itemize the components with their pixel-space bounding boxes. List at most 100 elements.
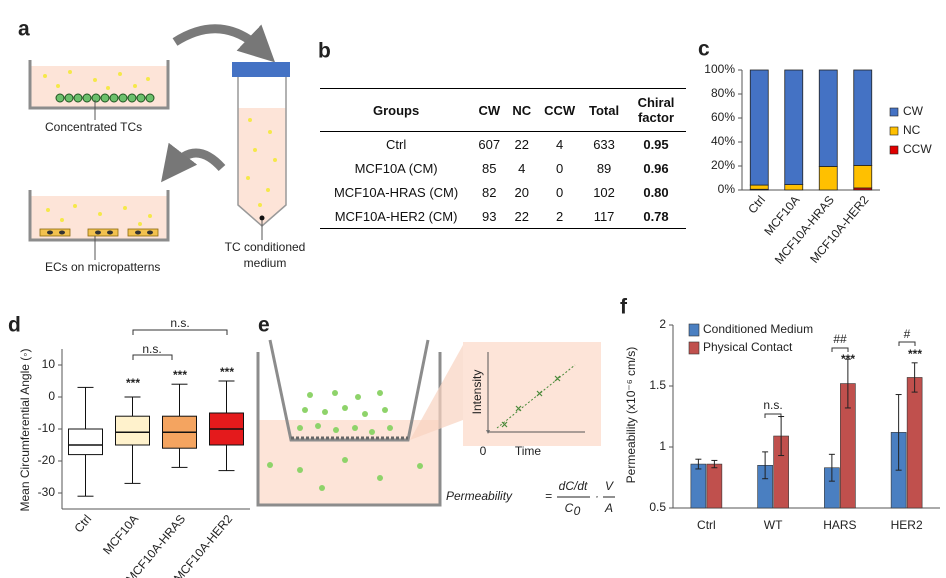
annotation: ##: [833, 332, 847, 346]
table-cell: 4: [518, 160, 526, 176]
header-cell: CW: [472, 88, 507, 132]
table-cell: 0.96: [643, 160, 669, 176]
annotation: n.s.: [763, 398, 782, 412]
y-tick-label: 1: [659, 439, 666, 453]
annotation: n.s.: [142, 342, 161, 356]
table-cell: MCF10A-HER2 (CM): [320, 204, 473, 229]
table-cell: 0.95: [643, 136, 669, 152]
panel-label: d: [8, 314, 21, 337]
table-cell: 607: [478, 136, 501, 152]
y-tick-label: 60%: [711, 110, 735, 124]
table-cell: 22: [514, 136, 530, 152]
table-cell: 82: [482, 184, 497, 200]
bar-segment: [818, 166, 838, 191]
formula-name: Permeability: [446, 489, 513, 503]
table-cell: 0: [556, 160, 564, 176]
table-cell: 93: [472, 204, 507, 229]
bar: [690, 463, 707, 509]
bar-segment: [784, 69, 804, 185]
formula-part: A: [604, 501, 613, 515]
diagram-label: Concentrated TCs: [45, 120, 142, 134]
legend-label: Physical Contact: [703, 340, 793, 354]
annotation: #: [904, 327, 911, 341]
header-cell: Chiral factor: [626, 88, 686, 132]
x-tick-label: WT: [764, 518, 783, 532]
formula-part: C: [565, 501, 574, 515]
formula-part: dC/dt: [559, 479, 588, 493]
bar-segment: [853, 69, 873, 166]
results-table: Groups CW NC CCW Total Chiral factor Ctrl 607 22…: [320, 88, 686, 229]
annotation: ***: [908, 347, 922, 361]
y-tick-label: 100%: [704, 62, 735, 76]
y-tick-label: 0: [48, 389, 55, 403]
y-tick-label: 20%: [711, 158, 735, 172]
legend-swatch: [889, 145, 899, 155]
bar-segment: [749, 184, 769, 190]
formula-part: V: [605, 479, 614, 493]
y-tick-label: 80%: [711, 86, 735, 100]
x-tick-label: HARS: [823, 518, 856, 532]
panel-label: e: [258, 314, 270, 337]
x-tick-label: Ctrl: [72, 512, 95, 535]
header-cell: CCW: [537, 88, 583, 132]
table-cell: MCF10A-HRAS (CM): [333, 184, 459, 200]
table-cell: 20: [514, 184, 530, 200]
y-axis-label: Permeability (x10⁻⁶ cm/s): [624, 347, 638, 484]
y-tick-label: -20: [38, 453, 56, 467]
table-cell: 2: [537, 204, 583, 229]
table-cell: 0: [556, 184, 564, 200]
table-cell: 0.80: [643, 184, 669, 200]
y-tick-label: 0.5: [649, 500, 666, 514]
annotation: ***: [220, 365, 234, 379]
x-tick-label: Ctrl: [745, 193, 768, 216]
y-tick-label: -30: [38, 485, 56, 499]
panel-label: f: [620, 296, 628, 319]
box: [68, 428, 103, 456]
formula: Permeability = dC/dt C 0 · V A: [446, 479, 615, 518]
diagram-label: ECs on micropatterns: [45, 260, 160, 274]
box-annotations: n.s. n.s. *** *** ***: [126, 316, 234, 390]
formula-part: 0: [574, 504, 581, 518]
bar-segment: [784, 184, 804, 191]
table-cell: 633: [593, 136, 615, 152]
y-axis-label: Mean Circumferential Angle (◦): [18, 349, 32, 512]
diagram-a: Concentrated TCs TC conditioned medium E…: [28, 24, 306, 274]
inset-origin: 0: [480, 444, 487, 458]
table-cell: 89: [596, 160, 612, 176]
annotation: n.s.: [170, 316, 189, 330]
table-row: MCF10A (CM) 85 4 0 89 0.96: [320, 156, 686, 180]
box: [115, 415, 150, 446]
y-tick-label: 1.5: [649, 378, 666, 392]
legend-label: Conditioned Medium: [703, 322, 813, 336]
table-cell: Ctrl: [385, 136, 407, 152]
annotation: ***: [126, 376, 140, 390]
y-tick-label: 10: [42, 357, 56, 371]
legend-swatch: [688, 323, 700, 337]
header-cell: Groups: [320, 88, 473, 132]
diagram-label: TC conditioned: [225, 240, 306, 254]
table-row: MCF10A-HER2 (CM) 93 22 2 117 0.78: [320, 204, 686, 229]
table-cell: 85: [482, 160, 497, 176]
y-tick-label: -10: [38, 421, 56, 435]
x-tick-label: MCF10A: [100, 512, 141, 557]
legend-swatch: [688, 341, 700, 355]
legend-label: NC: [903, 123, 921, 137]
bar: [906, 377, 923, 509]
legend-swatch: [889, 107, 899, 117]
table-cell: MCF10A (CM): [354, 160, 438, 176]
legend-label: CCW: [903, 142, 932, 156]
inset-y-label: Intensity: [470, 370, 484, 415]
panel-label: a: [18, 18, 30, 41]
annotation: ***: [173, 368, 187, 382]
y-tick-label: 0%: [718, 182, 736, 196]
y-tick-label: 40%: [711, 134, 735, 148]
diagram-label: medium: [244, 256, 287, 270]
y-tick-label: 2: [659, 317, 666, 331]
panel-label: c: [698, 38, 710, 61]
formula-equals: =: [545, 489, 552, 503]
panel-label: b: [318, 40, 331, 63]
table-cell: 4: [556, 136, 564, 152]
header-cell: NC: [506, 88, 538, 132]
